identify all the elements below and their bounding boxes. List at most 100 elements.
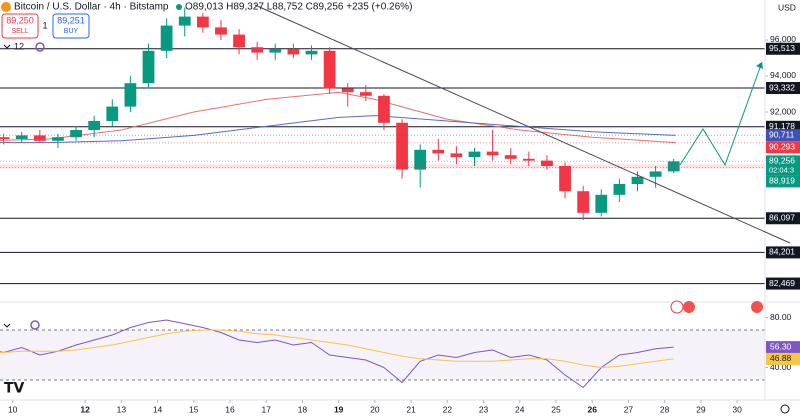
candle-body <box>178 16 191 26</box>
candle-body <box>414 149 427 170</box>
buy-button[interactable] <box>52 13 90 39</box>
collapse-icon[interactable] <box>3 44 11 49</box>
y-tick-label: 96,000 <box>770 34 796 44</box>
price-label-bg <box>766 175 800 188</box>
candle-body <box>341 88 354 93</box>
candle-body <box>0 137 10 140</box>
candle-body <box>559 166 571 192</box>
level-label: 82,469 <box>769 278 795 288</box>
indicator-count: 12 <box>14 41 24 51</box>
y-tick-label: 92,000 <box>770 106 796 116</box>
rsi-line <box>0 319 674 389</box>
x-tick-label: 13 <box>117 404 127 414</box>
x-tick-label: 29 <box>696 404 706 414</box>
candle-body <box>215 27 227 35</box>
moving-average <box>0 91 676 144</box>
x-tick-label: 18 <box>298 404 308 414</box>
price-label: 88,919 <box>769 176 795 186</box>
flag-icon[interactable] <box>751 301 763 313</box>
x-tick-label: 19 <box>334 404 344 414</box>
level-label: 95,513 <box>769 43 795 53</box>
indicator-icon[interactable] <box>35 42 45 52</box>
candle-body <box>522 158 535 161</box>
rsi-line <box>0 329 674 369</box>
x-tick-label: 17 <box>261 404 271 414</box>
countdown-bg <box>766 165 800 176</box>
candle-body <box>541 160 553 167</box>
x-tick-label: 12 <box>80 404 90 414</box>
value-label-bg <box>766 341 800 354</box>
x-tick-label: 25 <box>551 404 561 414</box>
rsi-pane: 80.00 40.00 56.30 46.88 <box>0 312 800 389</box>
coin-icon <box>1 2 11 12</box>
status-dot <box>176 4 182 10</box>
y-tick-label: 40.00 <box>770 362 792 372</box>
candle-body <box>631 176 644 185</box>
level-label: 93,332 <box>769 82 795 92</box>
candle-body <box>124 83 137 107</box>
indicator-icon[interactable] <box>30 320 40 330</box>
x-tick-label: 20 <box>370 404 380 414</box>
candle-body <box>577 191 590 213</box>
x-tick-label: 28 <box>660 404 670 414</box>
candle-body <box>613 184 626 195</box>
level-label-bg <box>766 277 800 290</box>
sell-label: SELL <box>11 28 28 35</box>
value-label: 56.30 <box>770 341 792 351</box>
candle-body <box>486 151 499 156</box>
candle-body <box>323 50 336 89</box>
x-tick-label: 30 <box>732 404 742 414</box>
x-tick-label: 14 <box>153 404 163 414</box>
level-label: 91,178 <box>769 121 795 131</box>
sell-button[interactable] <box>1 13 39 39</box>
candle-body <box>305 50 318 55</box>
candle-body <box>468 151 481 158</box>
spread: 1 <box>42 20 47 30</box>
collapse-icon[interactable] <box>3 323 11 328</box>
candle-body <box>70 130 82 138</box>
bid-ask-band <box>0 164 765 169</box>
x-tick-label: 15 <box>189 404 199 414</box>
y-tick-label: 80.00 <box>770 312 792 322</box>
candle-body <box>106 106 119 122</box>
candle-body <box>450 153 463 158</box>
candle-body <box>52 137 64 141</box>
level-label-bg <box>766 246 800 259</box>
countdown: 02:04:3 <box>769 165 794 174</box>
ohlc: O89,013 H89,327 L88,752 C89,256 +235 (+0… <box>185 2 412 13</box>
value-label-bg <box>766 352 800 365</box>
moving-average <box>0 115 676 144</box>
level-label-bg <box>766 82 800 95</box>
settings-icon[interactable] <box>780 404 790 414</box>
candle-body <box>142 50 155 84</box>
projection-path <box>679 61 763 167</box>
logo: 𝗧𝗩 <box>4 380 25 396</box>
trendline <box>254 4 791 244</box>
sell-price: 89,250 <box>6 15 34 25</box>
candle-body <box>88 121 101 131</box>
candle-body <box>233 34 245 48</box>
candle-body <box>269 48 282 53</box>
event-icon[interactable] <box>670 300 684 314</box>
candle-body <box>287 48 300 55</box>
projection-arrow <box>756 62 763 69</box>
value-label: 46.88 <box>770 353 792 363</box>
flag-icon[interactable] <box>683 301 695 313</box>
price-label: 90,711 <box>769 129 795 139</box>
buy-price: 89,251 <box>57 15 85 25</box>
buy-label: BUY <box>64 28 79 35</box>
price-label: 90,293 <box>769 141 795 151</box>
symbol-title: Bitcoin / U.S. Dollar · 4h · Bitstamp <box>14 2 169 13</box>
x-tick-label: 22 <box>443 404 453 414</box>
candle-body <box>15 135 28 140</box>
x-tick-label: 27 <box>624 404 634 414</box>
candle-body <box>667 161 680 172</box>
candle-body <box>378 95 390 123</box>
candle-body <box>33 135 46 141</box>
candle-body <box>160 25 173 51</box>
x-tick-label: 21 <box>406 404 416 414</box>
x-tick-label: 23 <box>479 404 489 414</box>
currency: USD <box>778 2 796 12</box>
candle-body <box>396 122 408 170</box>
